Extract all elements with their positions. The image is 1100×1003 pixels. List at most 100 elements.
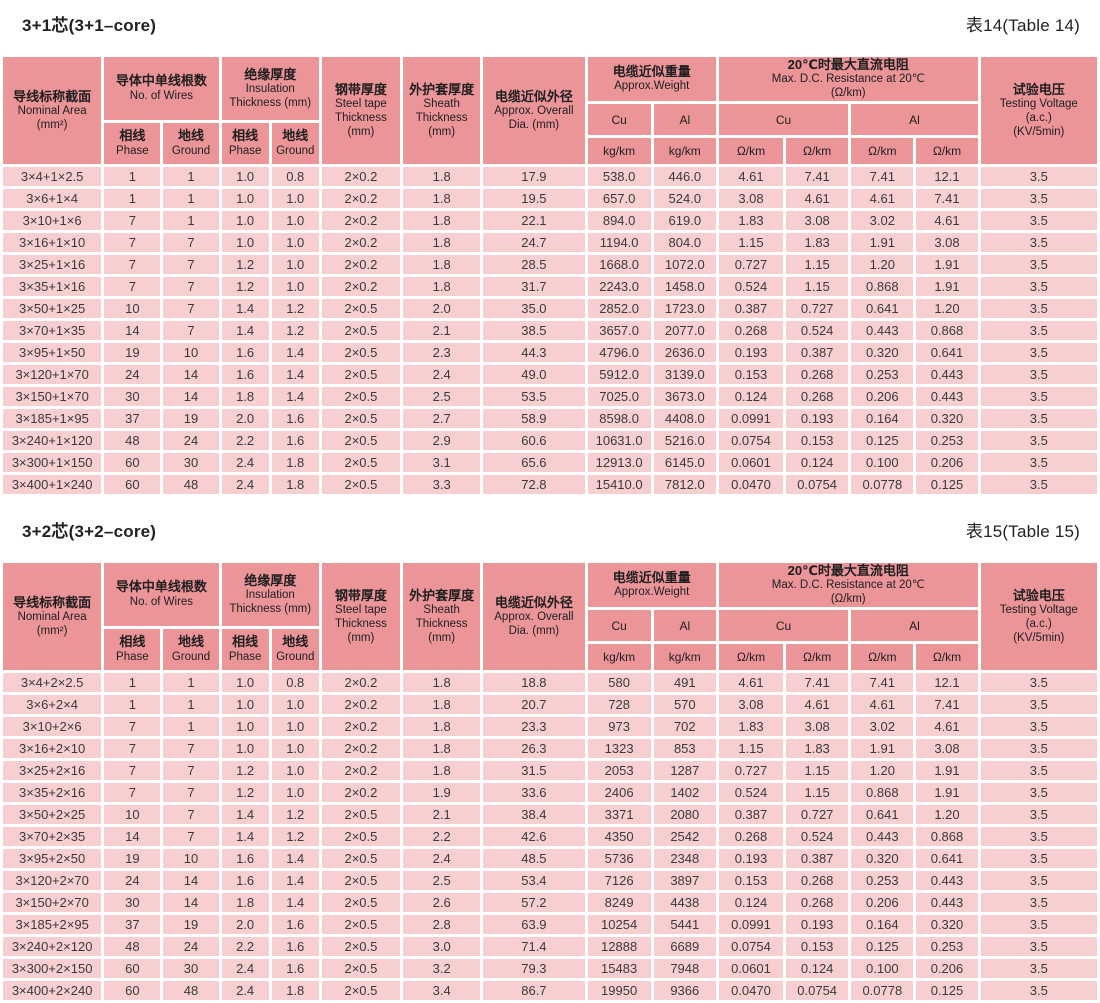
cell: 3×150+2×70	[3, 893, 102, 912]
col-header-insulation-ground: 地线 Ground	[271, 123, 319, 164]
cell: 7	[104, 277, 161, 296]
cell: 3.5	[980, 695, 1097, 714]
cell: 2542	[653, 827, 716, 846]
header-line: Thickness	[415, 111, 468, 124]
unit-ohm-km-2: Ω/km	[786, 644, 849, 670]
cell: 3×185+1×95	[3, 409, 102, 428]
cell: 7	[163, 277, 219, 296]
cell: 0.320	[851, 849, 914, 868]
cell: 7	[163, 299, 219, 318]
col-header-no-of-wires: 导体中单线根数 No. of Wires	[104, 563, 219, 626]
cell: 0.253	[851, 365, 914, 384]
cell: 3.08	[718, 189, 784, 208]
cell: 0.253	[916, 937, 978, 956]
cell: 17.9	[483, 167, 585, 186]
cell: 2.3	[403, 343, 481, 362]
cell: 3.5	[980, 915, 1097, 934]
cell: 728	[587, 695, 651, 714]
table-row: 3×240+1×120 48 24 2.2 1.6 2×0.5 2.9 60.6 10631.0…	[3, 431, 1097, 450]
cell: 38.5	[483, 321, 585, 340]
cell: 0.524	[786, 321, 849, 340]
cell: 1.8	[271, 453, 319, 472]
cell: 7	[163, 321, 219, 340]
cell: 1	[104, 167, 161, 186]
cell: 1323	[587, 739, 651, 758]
cell: 3.5	[980, 805, 1097, 824]
section-title: 3+1芯(3+1–core)	[22, 16, 157, 35]
cell: 2×0.5	[321, 321, 401, 340]
cell: 7	[104, 233, 161, 252]
cell: 2×0.5	[321, 453, 401, 472]
cell: 19.5	[483, 189, 585, 208]
cell: 7	[104, 255, 161, 274]
cell: 2.4	[403, 849, 481, 868]
section-table-15: 3+2芯(3+2–core) 表15(Table 15) 导线标称截面 Nomi…	[0, 497, 1100, 1003]
cell: 7	[104, 783, 161, 802]
cell: 2.0	[221, 915, 269, 934]
table-row: 3×120+2×70 24 14 1.6 1.4 2×0.5 2.5 53.4 7126 3897…	[3, 871, 1097, 890]
col-header-nominal-area: 导线标称截面 Nominal Area (mm²)	[3, 563, 102, 670]
cell: 0.164	[851, 915, 914, 934]
unit-ohm-km-2: Ω/km	[786, 138, 849, 164]
table-row: 3×300+2×150 60 30 2.4 1.6 2×0.5 3.2 79.3 15483 79…	[3, 959, 1097, 978]
cell: 0.320	[851, 343, 914, 362]
header-line: Steel tape	[335, 97, 387, 110]
table-row: 3×95+2×50 19 10 1.6 1.4 2×0.5 2.4 48.5 5736 2348 0…	[3, 849, 1097, 868]
cell: 1.8	[221, 893, 269, 912]
cell: 33.6	[483, 783, 585, 802]
cell: 0.193	[786, 409, 849, 428]
cell: 2×0.5	[321, 365, 401, 384]
cell: 24	[104, 365, 161, 384]
unit-ohm-km-3: Ω/km	[851, 644, 914, 670]
cell: 2×0.2	[321, 695, 401, 714]
cell: 14	[104, 827, 161, 846]
cell: 1.91	[916, 255, 978, 274]
cell: 12.1	[916, 673, 978, 692]
cell: 0.253	[851, 871, 914, 890]
cell: 10	[104, 805, 161, 824]
cell: 0.0754	[718, 937, 784, 956]
cell: 1.4	[221, 321, 269, 340]
cell: 1.0	[221, 739, 269, 758]
cell: 7	[163, 761, 219, 780]
cell: 2.6	[403, 893, 481, 912]
cell: 3.5	[980, 937, 1097, 956]
cell: 1.2	[221, 277, 269, 296]
table-row: 3×400+2×240 60 48 2.4 1.8 2×0.5 3.4 86.7 19950 93…	[3, 981, 1097, 1000]
unit-kg-km-cu: kg/km	[587, 644, 651, 670]
cell: 0.125	[916, 475, 978, 494]
cell: 7948	[653, 959, 716, 978]
cell: 1.8	[403, 233, 481, 252]
cell: 2×0.2	[321, 255, 401, 274]
header-line: Dia. (mm)	[508, 118, 560, 131]
header-line: Thickness	[335, 111, 387, 124]
table-row: 3×150+2×70 30 14 1.8 1.4 2×0.5 2.6 57.2 8249 4438…	[3, 893, 1097, 912]
cell: 0.125	[916, 981, 978, 1000]
cell: 3.5	[980, 893, 1097, 912]
cell: 3×25+2×16	[3, 761, 102, 780]
cell: 1072.0	[653, 255, 716, 274]
cell: 0.268	[786, 387, 849, 406]
cell: 0.0778	[851, 475, 914, 494]
cell: 3×400+1×240	[3, 475, 102, 494]
cell: 1.0	[221, 233, 269, 252]
cell: 1.6	[271, 409, 319, 428]
table-15-body: 3×4+2×2.5 1 1 1.0 0.8 2×0.2 1.8 18.8 580 491 4.61 7…	[3, 673, 1097, 1000]
cell: 0.268	[786, 893, 849, 912]
cell: 1.6	[271, 937, 319, 956]
cell: 7.41	[916, 189, 978, 208]
table-row: 3×120+1×70 24 14 1.6 1.4 2×0.5 2.4 49.0 5912.0 31…	[3, 365, 1097, 384]
cell: 3×10+2×6	[3, 717, 102, 736]
cell: 10631.0	[587, 431, 651, 450]
table-row: 3×4+2×2.5 1 1 1.0 0.8 2×0.2 1.8 18.8 580 491 4.61 7…	[3, 673, 1097, 692]
cell: 0.164	[851, 409, 914, 428]
unit-ohm-km-4: Ω/km	[916, 644, 978, 670]
cell: 1.0	[271, 717, 319, 736]
header-line: 20℃时最大直流电阻	[787, 57, 909, 73]
cell: 1.15	[718, 739, 784, 758]
cell: 19	[104, 343, 161, 362]
cell: 60.6	[483, 431, 585, 450]
header-line: 20℃时最大直流电阻	[787, 563, 909, 579]
cell: 1.4	[271, 871, 319, 890]
cell: 0.0470	[718, 981, 784, 1000]
